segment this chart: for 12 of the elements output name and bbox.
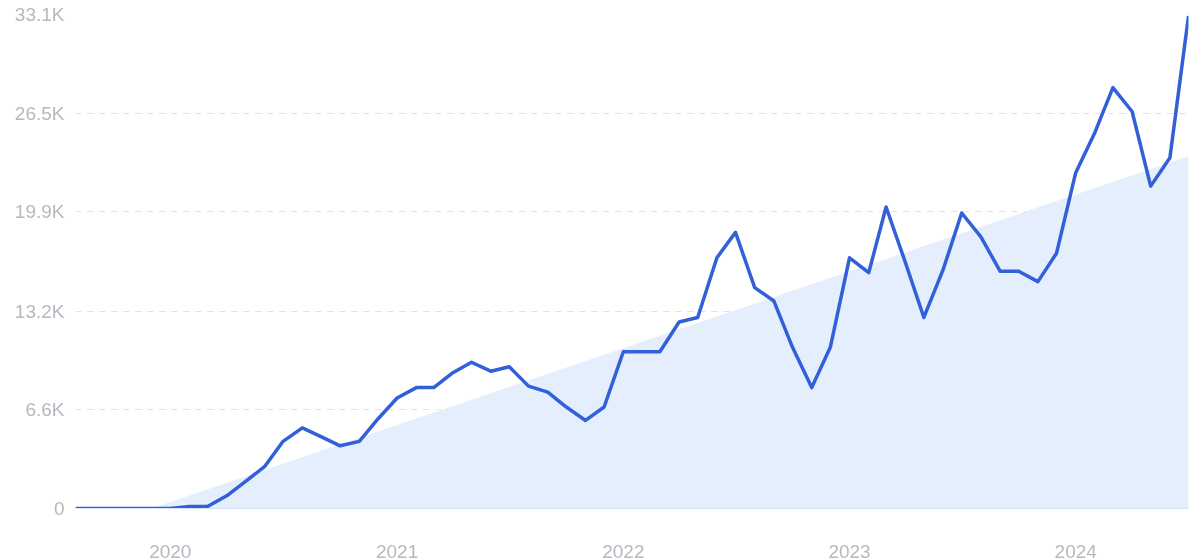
y-tick-label: 13.2K (14, 301, 65, 322)
x-tick-label: 2024 (1054, 540, 1098, 560)
y-tick-label: 6.6K (25, 399, 65, 421)
x-tick-label: 2020 (149, 540, 192, 560)
x-tick-label: 2022 (602, 540, 645, 560)
x-tick-label: 2023 (828, 540, 871, 560)
y-tick-label: 0 (53, 498, 65, 519)
y-tick-label: 26.5K (14, 102, 65, 124)
y-tick-label: 19.9K (14, 201, 65, 222)
x-tick-label: 2021 (376, 540, 419, 560)
line-series (75, 14, 1189, 509)
y-tick-label: 33.1K (14, 4, 65, 25)
